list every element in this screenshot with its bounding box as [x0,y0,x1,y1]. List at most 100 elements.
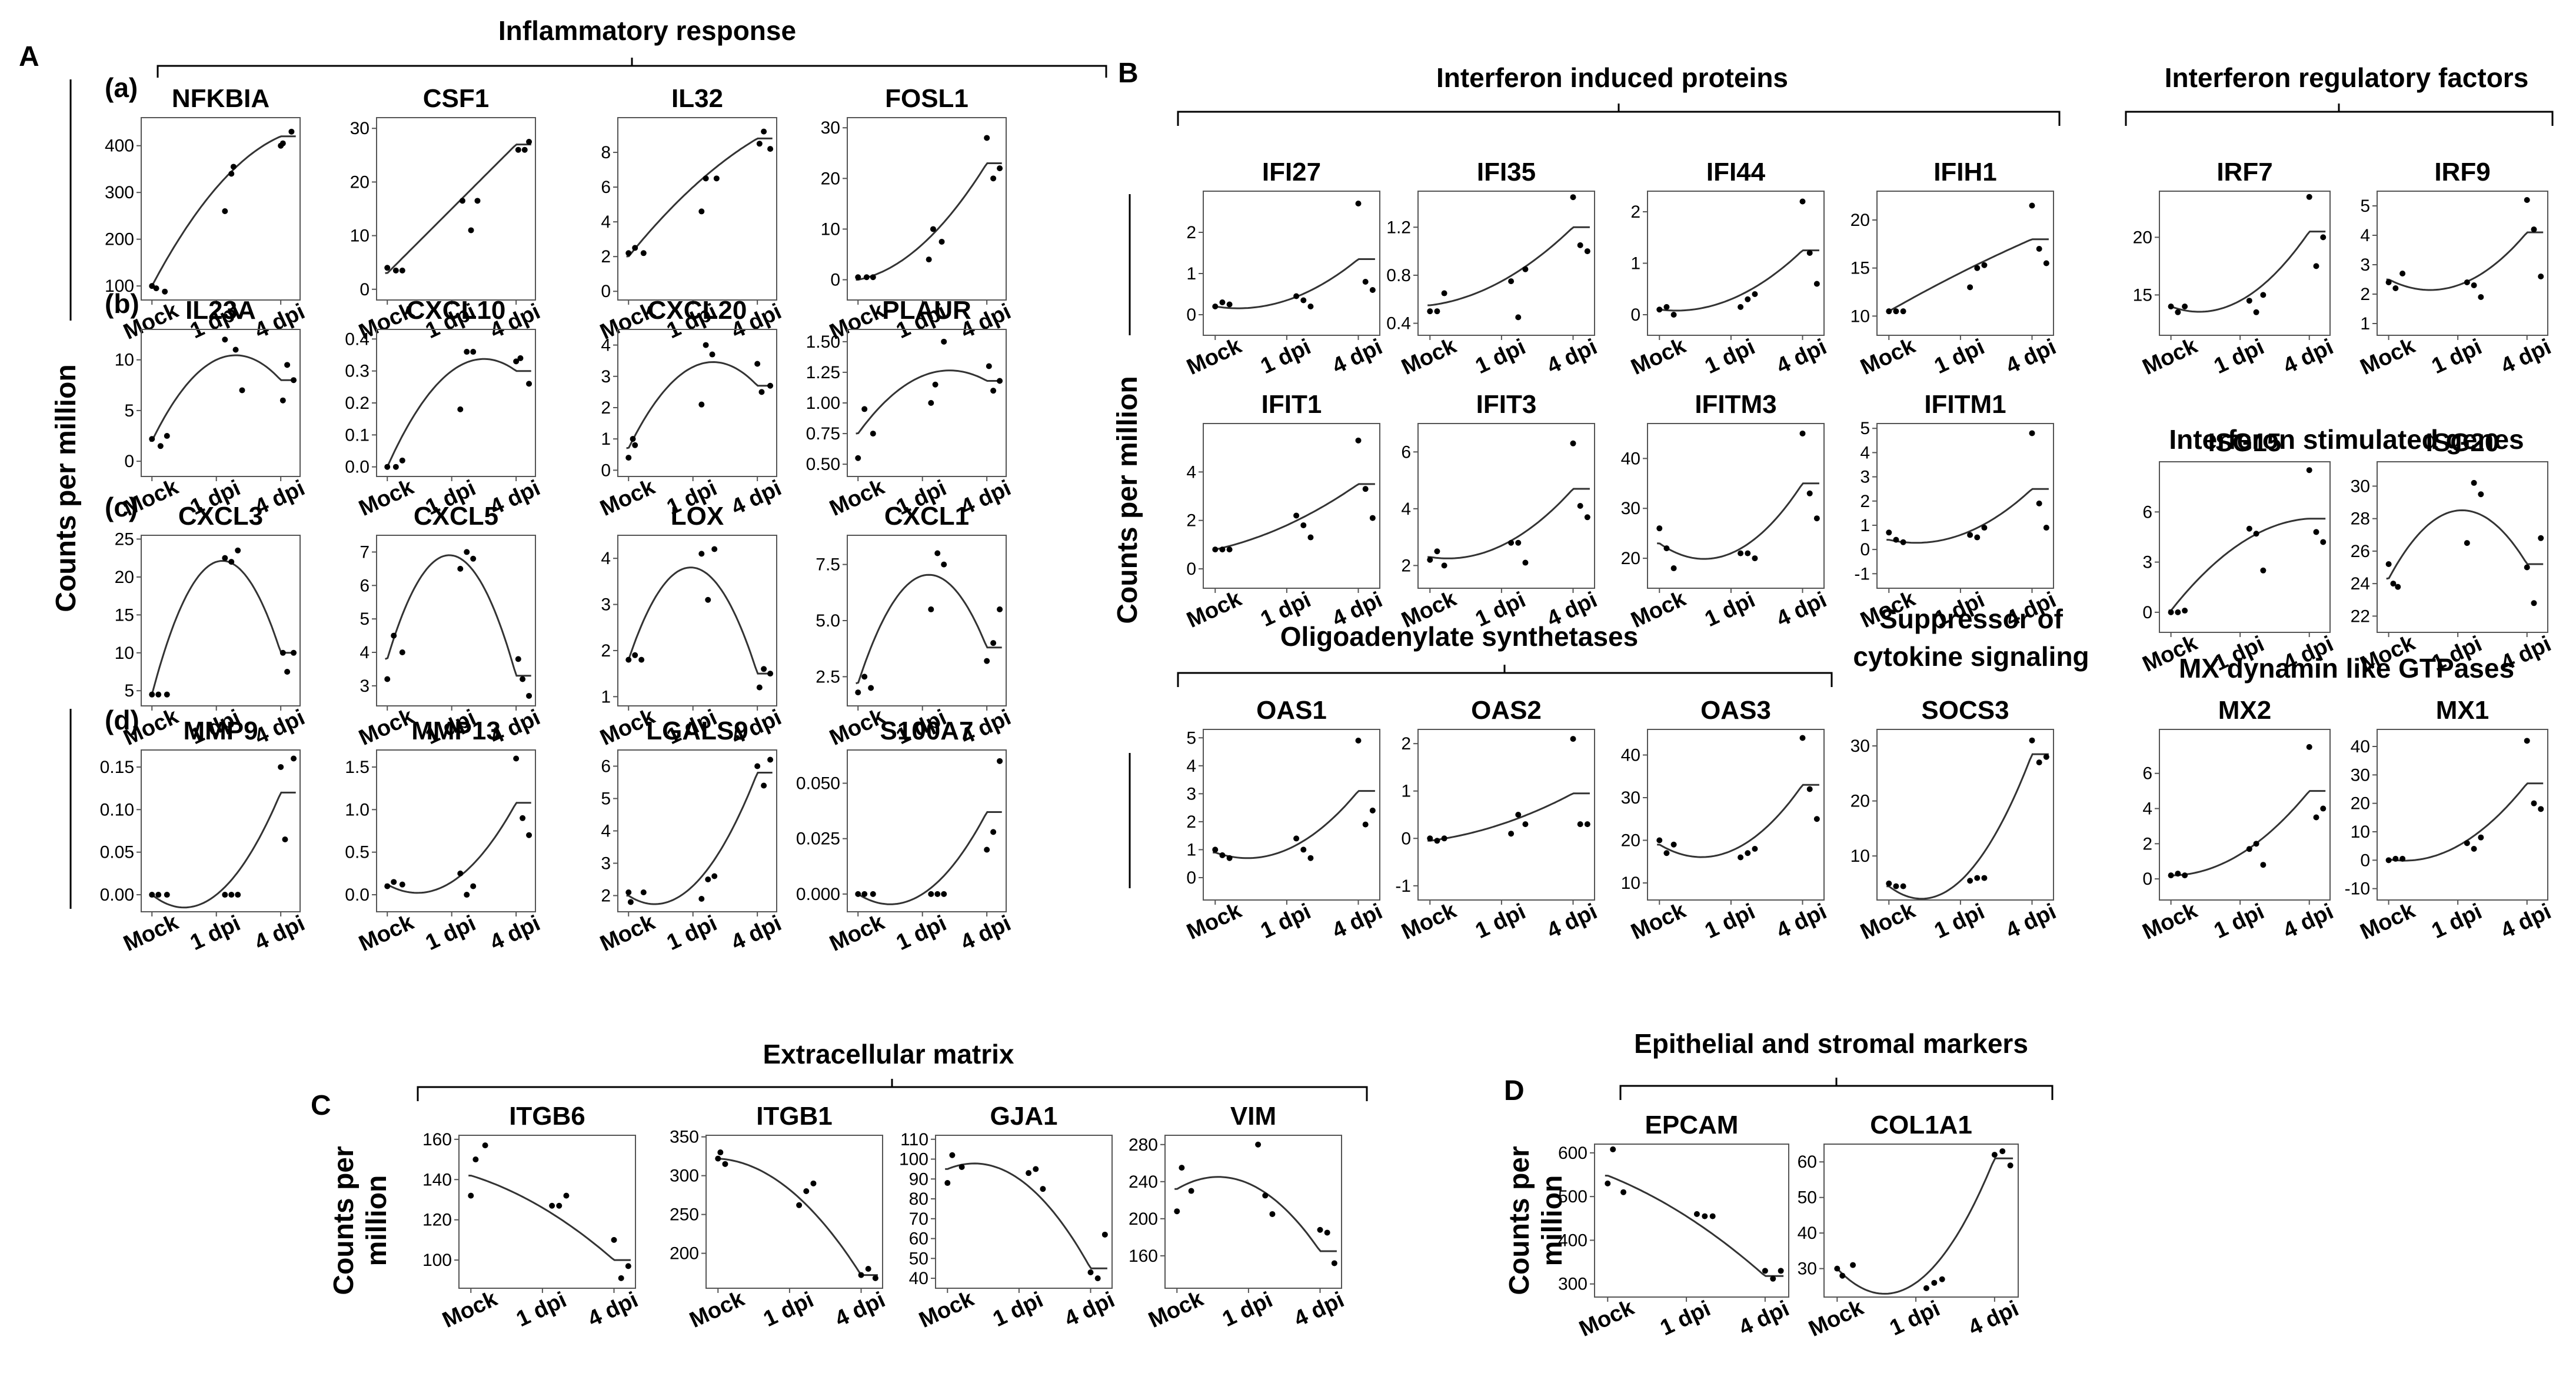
data-point [984,846,990,853]
data-point [756,141,763,147]
plot-frame [1876,191,2054,336]
row-label-d: (d) [105,705,139,735]
x-tick-label: 4 dpi [2002,335,2060,379]
data-point [279,140,286,146]
x-tick-label: 1 dpi [2210,899,2268,944]
data-point [1212,546,1219,553]
data-point [222,336,228,343]
data-point [1508,539,1515,546]
y-tick-label: 0.2 [345,394,370,413]
trend-curve [1427,792,1590,842]
y-tick-label: 4 [2360,226,2370,245]
plot-frame [617,749,777,912]
data-point [941,561,947,568]
data-point [1324,1229,1330,1236]
data-point [1839,1272,1846,1279]
data-point [1434,308,1440,315]
data-point [934,550,941,556]
gene-title: OAS1 [1256,696,1327,725]
data-point [549,1202,555,1209]
subplot-mmp9: MMP9 0.00 0.05 0.10 0.15 Mock 1 dpi 4 dpi [100,716,309,956]
x-tick-label: Mock [2357,898,2419,944]
data-point [717,1149,724,1156]
data-point [2029,737,2035,744]
x-tick-label: Mock [1183,586,1246,632]
data-point [515,146,521,153]
data-point [1570,736,1576,742]
data-point [520,676,526,682]
y-tick-label: 0.0 [345,458,370,477]
y-tick-label: 6 [2142,502,2152,522]
data-point [2471,282,2477,288]
y-tick-label: 250 [670,1205,699,1225]
data-point [1434,548,1440,555]
y-tick-label: 10 [1851,846,1870,866]
trend-curve [1834,1157,2013,1295]
gene-title: IFI44 [1706,158,1766,186]
data-point [2246,846,2252,852]
header-mx-gtpases: MX dynamin like GTPases [2179,653,2514,684]
gene-title: IRF9 [2434,158,2490,186]
y-tick-label: 350 [670,1128,699,1147]
data-point [2524,738,2530,744]
data-point [2043,754,2049,760]
y-tick-label: 20 [350,172,370,192]
data-point [164,691,170,698]
y-tick-label: 1.25 [806,363,840,382]
data-point [928,891,934,897]
y-tick-label: -1 [1395,876,1411,896]
y-tick-label: 90 [909,1169,928,1189]
data-point [870,891,876,897]
trend-curve [385,144,531,274]
y-label-A: Counts per million [51,364,82,612]
bracket-epi [1619,1078,2054,1100]
bracket-oas [1177,665,1833,687]
y-tick-label: 5 [124,401,134,421]
gene-title: ITGB6 [509,1102,585,1131]
data-point [2029,202,2035,209]
data-point [2399,271,2406,276]
y-tick-label: 2 [1186,511,1196,531]
data-point [627,899,634,905]
data-point [1040,1186,1046,1192]
y-tick-label: 20 [821,169,840,188]
data-point [1893,883,1899,889]
data-point [2478,294,2484,300]
trend-curve [385,554,531,677]
data-point [2471,479,2477,486]
data-point [1584,248,1590,255]
y-tick-label: 2 [2360,285,2370,304]
data-point [1300,522,1307,528]
y-tick-label: 1.2 [1386,218,1411,237]
x-tick-label: 4 dpi [251,911,308,956]
y-tick-label: 40 [2351,737,2370,756]
y-tick-label: 20 [2133,228,2152,247]
y-tick-label: 20 [1621,549,1640,568]
x-tick-label: 1 dpi [663,911,721,956]
y-tick-label: 20 [1851,211,1870,230]
data-point [1369,287,1376,293]
data-point [1226,855,1233,861]
y-tick-label: 0.000 [796,885,840,904]
data-point [1813,281,1820,287]
y-tick-label: 4 [601,549,611,568]
data-point [1799,198,1806,205]
data-point [984,658,990,664]
data-point [1317,1226,1323,1233]
data-point [1605,1180,1611,1186]
data-point [767,382,774,389]
data-point [556,1202,563,1209]
data-point [235,892,241,898]
data-point [2524,197,2530,203]
y-tick-label: 100 [899,1150,928,1169]
data-point [2260,292,2267,298]
trend-curve [1886,753,2049,900]
plot-frame [2377,461,2548,633]
gene-title: IFITM1 [1924,390,2006,419]
x-tick-label: Mock [826,704,889,750]
data-point [2478,491,2484,498]
row-label-b: (b) [105,288,139,319]
x-tick-label: 4 dpi [2497,632,2555,676]
